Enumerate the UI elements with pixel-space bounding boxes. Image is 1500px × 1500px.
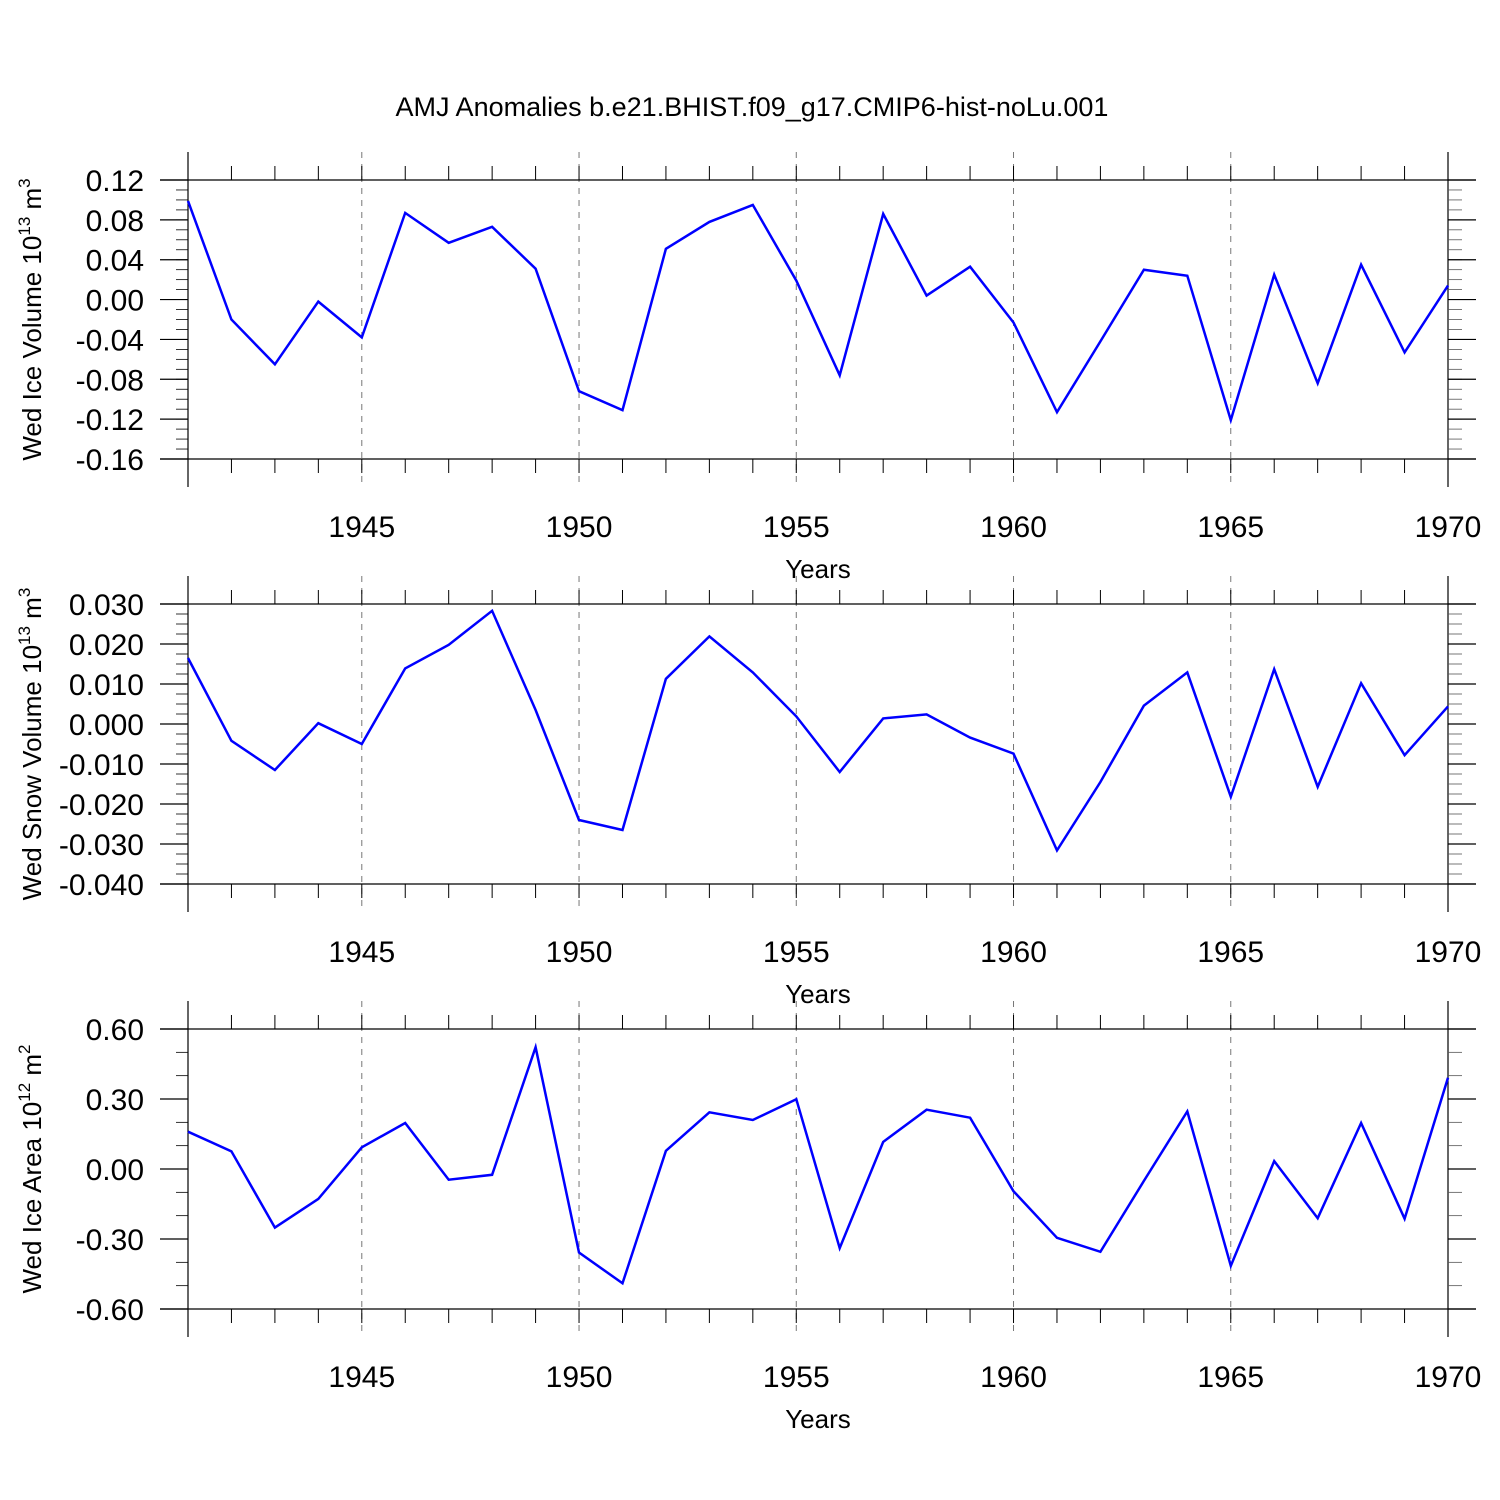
y-tick-label: 0.000	[69, 709, 144, 742]
series-line	[186, 200, 1450, 425]
y-axis-label: Wed Snow Volume 1013 m3	[15, 588, 47, 901]
x-tick-label: 1955	[763, 511, 830, 544]
y-tick-label: 0.010	[69, 669, 144, 702]
x-tick-label: 1945	[328, 511, 395, 544]
series-line	[187, 1042, 1450, 1286]
y-tick-label: 0.12	[86, 165, 144, 198]
series-line	[186, 608, 1449, 854]
panel-2: 0.030 0.020 0.010 0.000 -0.010 -0.020 -0.030 -0…	[15, 576, 1481, 1009]
x-tick-label: 1950	[546, 1361, 613, 1394]
y-tick-label: 0.00	[86, 1154, 144, 1187]
y-tick-label: -0.08	[76, 364, 144, 397]
x-tick-label: 1970	[1415, 1361, 1482, 1394]
x-axis-label: Years	[785, 979, 851, 1009]
panel-3: 0.60 0.30 0.00 -0.30 -0.60 1945 1950 1955 1960 19…	[15, 1001, 1481, 1434]
x-tick-label: 1945	[328, 1361, 395, 1394]
y-tick-label: 0.030	[69, 589, 144, 622]
x-tick-label: 1950	[546, 511, 613, 544]
x-tick-label: 1945	[328, 936, 395, 969]
panels: 0.12 0.08 0.04 0.00 -0.04 -0.08 -0.12 -0.16 1945…	[15, 152, 1481, 1434]
x-tick-label: 1960	[980, 1361, 1047, 1394]
x-tick-label: 1965	[1197, 1361, 1264, 1394]
x-tick-label: 1955	[763, 936, 830, 969]
x-tick-label: 1970	[1415, 936, 1482, 969]
y-tick-label: -0.12	[76, 404, 144, 437]
y-tick-label: 0.00	[86, 285, 144, 318]
y-tick-label: -0.04	[76, 324, 144, 357]
y-tick-label: 0.020	[69, 629, 144, 662]
y-tick-label: 0.30	[86, 1084, 144, 1117]
y-tick-label: 0.60	[86, 1014, 144, 1047]
figure-title: AMJ Anomalies b.e21.BHIST.f09_g17.CMIP6-…	[396, 92, 1109, 122]
x-tick-label: 1965	[1197, 936, 1264, 969]
x-axis-label: Years	[785, 1404, 851, 1434]
x-tick-label: 1950	[546, 936, 613, 969]
y-tick-label: -0.16	[76, 444, 144, 477]
y-tick-label: -0.030	[59, 829, 144, 862]
y-tick-label: -0.040	[59, 869, 144, 902]
y-tick-label: -0.60	[76, 1294, 144, 1327]
x-axis-label: Years	[785, 554, 851, 584]
y-tick-label: -0.010	[59, 749, 144, 782]
y-axis-label: Wed Ice Area 1012 m2	[15, 1044, 47, 1293]
x-tick-label: 1960	[980, 936, 1047, 969]
x-tick-label: 1955	[763, 1361, 830, 1394]
y-tick-label: 0.04	[86, 245, 144, 278]
y-tick-label: -0.020	[59, 789, 144, 822]
y-axis-label: Wed Ice Volume 1013 m3	[15, 178, 47, 460]
y-tick-label: -0.30	[76, 1224, 144, 1257]
x-tick-label: 1965	[1197, 511, 1264, 544]
y-tick-label: 0.08	[86, 205, 144, 238]
x-tick-label: 1970	[1415, 511, 1482, 544]
panel-1: 0.12 0.08 0.04 0.00 -0.04 -0.08 -0.12 -0.16 1945…	[15, 152, 1481, 584]
x-tick-label: 1960	[980, 511, 1047, 544]
